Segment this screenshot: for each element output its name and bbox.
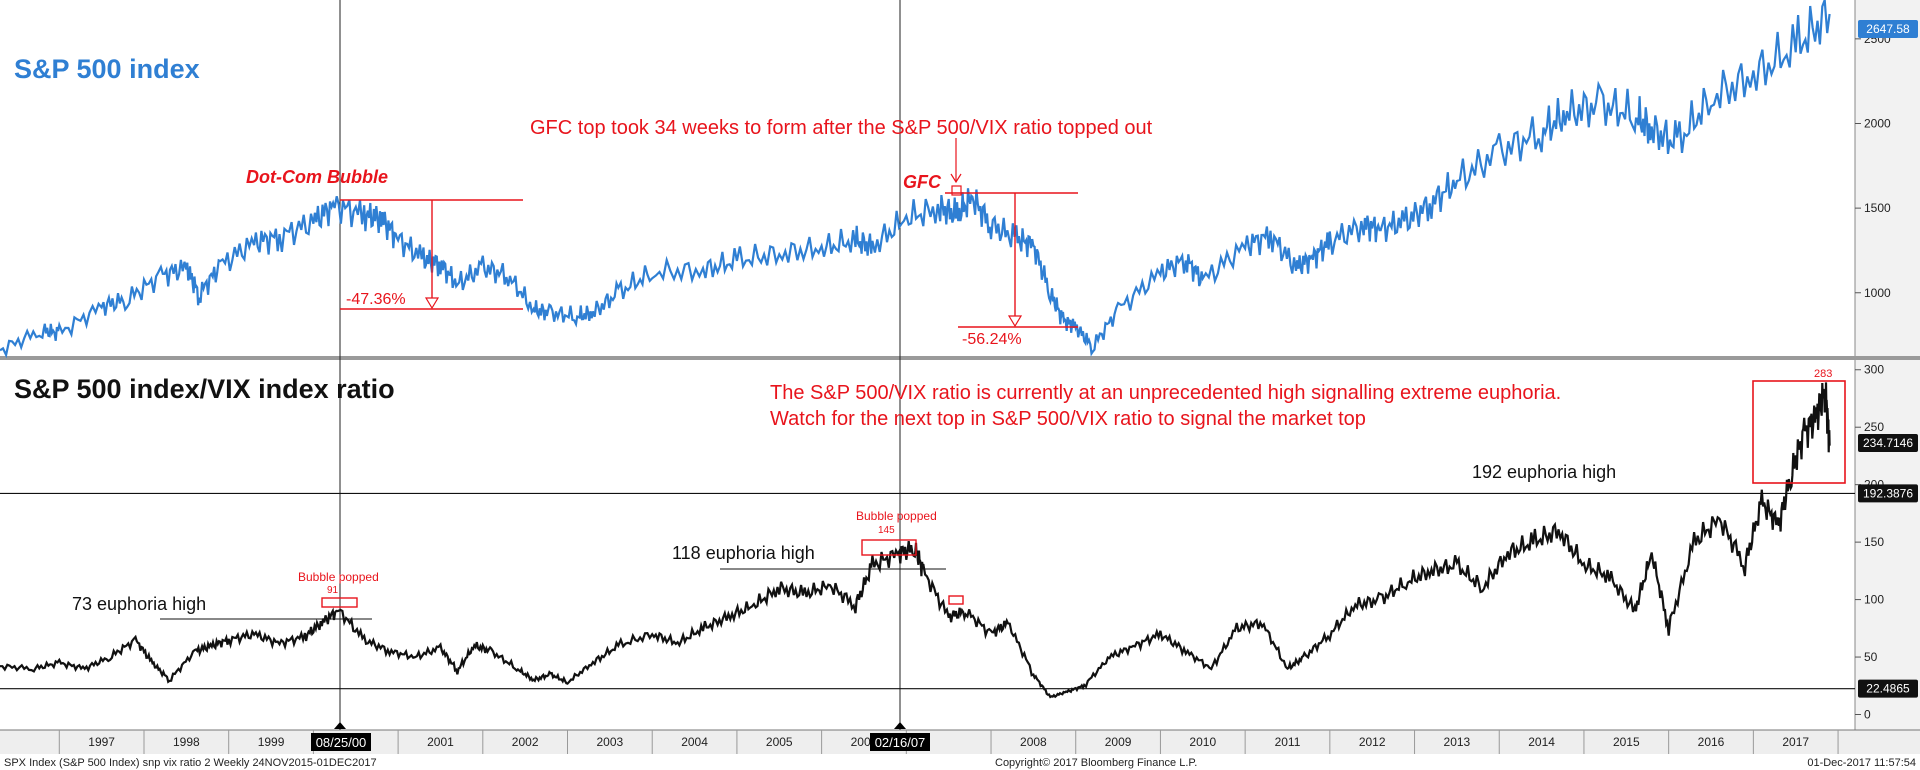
date-marker-2000: 08/25/00 [311,722,371,751]
footer-right: 01-Dec-2017 11:57:54 [1807,757,1916,769]
spx-last-value-text: 2647.58 [1866,22,1910,36]
top-panel-bg [0,0,1855,356]
dotcom-drop-head [424,297,440,310]
bottom-ytick-label: 250 [1864,420,1884,434]
bubble-value-145: 145 [878,525,895,536]
annotation-gfc-top: GFC top took 34 weeks to form after the … [530,117,1153,139]
bottom-ytick-label: 300 [1864,363,1884,377]
x-year-label: 2002 [512,735,539,749]
top-ytick-label: 1000 [1864,286,1891,300]
x-year-label: 1999 [258,735,285,749]
x-year-label: 2011 [1275,735,1301,749]
x-year-label: 2005 [766,735,793,749]
annotation-dotcom: Dot-Com Bubble [246,167,388,187]
spx-series-line [0,0,1831,359]
x-year-label: 2016 [1698,735,1725,749]
bottom-ytick-label: 50 [1864,650,1878,664]
ratio-reference-box [1858,484,1918,503]
euphoria-73-label: 73 euphoria high [72,594,206,614]
top-ytick-label: 2000 [1864,116,1891,130]
bottom-ytick-label: 150 [1864,535,1884,549]
ratio-series-line [0,382,1831,699]
x-year-label: 1997 [88,735,115,749]
footer-center: Copyright© 2017 Bloomberg Finance L.P. [995,757,1197,769]
ratio-last-value-text: 234.7146 [1863,436,1913,450]
footer-left: SPX Index (S&P 500 Index) snp vix ratio … [4,757,377,769]
x-year-label: 2013 [1444,735,1471,749]
footer-bg [0,754,1920,770]
date-marker-2007: 02/16/07 [870,722,930,751]
bottom-ytick-label: 100 [1864,593,1884,607]
bottom-ytick-label: 0 [1864,708,1871,722]
gfc-drop-head [1007,315,1023,328]
x-year-label: 2010 [1189,735,1216,749]
x-year-label: 2004 [681,735,708,749]
x-year-label: 2003 [597,735,624,749]
top-ytick-label: 1500 [1864,201,1891,215]
annotation-ratio-1: The S&P 500/VIX ratio is currently at an… [770,382,1561,404]
ratio-reference-label: 22.4865 [1866,682,1910,696]
bottom-panel-title: S&P 500 index/VIX index ratio [14,374,395,404]
ratio-last-value: 234.7146 [1858,434,1918,452]
gfc-drawdown-label: -56.24% [962,331,1022,348]
bubble-box-2000 [321,597,358,608]
top-panel-title: S&P 500 index [14,54,200,84]
x-year-label: 2014 [1528,735,1555,749]
x-year-label: 1998 [173,735,200,749]
bubble-popped-2000: Bubble popped [298,570,379,584]
x-year-label: 2012 [1359,735,1386,749]
current-high-value: 283 [1814,368,1832,380]
right-axis-bg [1855,0,1920,730]
bubble-popped-2007: Bubble popped [856,509,937,523]
panel-divider [0,356,1920,360]
euphoria-192-label: 192 euphoria high [1472,462,1616,482]
euphoria-118-label: 118 euphoria high [672,543,815,563]
x-year-label: 2015 [1613,735,1640,749]
gfc-top-box [951,185,962,196]
gfc-ratio-box [948,595,964,605]
x-year-label: 2001 [427,735,454,749]
x-year-label: 2009 [1105,735,1132,749]
bubble-box-2007 [861,539,917,556]
date-marker-2007-text: 02/16/07 [875,735,926,750]
ratio-reference-label: 192.3876 [1863,486,1913,500]
gfc-arrow-head [950,173,962,184]
x-year-label: 2008 [1020,735,1047,749]
annotation-gfc: GFC [903,172,942,192]
bottom-panel-bg [0,360,1855,728]
date-marker-2000-text: 08/25/00 [316,735,367,750]
bubble-value-91: 91 [327,585,339,596]
ratio-reference-box [1858,679,1918,698]
x-year-label: 2017 [1782,735,1809,749]
dotcom-drawdown-label: -47.36% [346,291,406,308]
annotation-ratio-2: Watch for the next top in S&P 500/VIX ra… [770,408,1366,430]
current-high-box [1752,380,1846,484]
spx-last-value: 2647.58 [1858,20,1918,38]
